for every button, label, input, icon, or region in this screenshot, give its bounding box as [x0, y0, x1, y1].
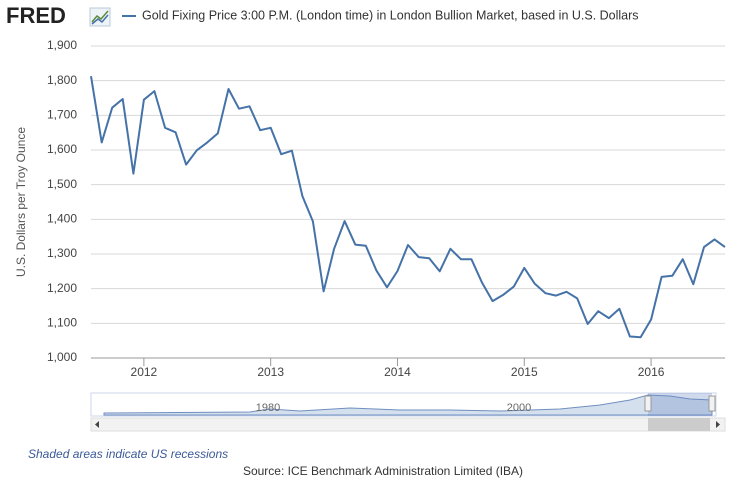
recession-note: Shaded areas indicate US recessions [28, 447, 228, 461]
scrollbar-track[interactable] [90, 417, 726, 432]
y-axis-label: U.S. Dollars per Troy Ounce [14, 127, 28, 277]
legend-label: Gold Fixing Price 3:00 P.M. (London time… [142, 8, 639, 22]
navigator-handle[interactable] [644, 395, 652, 412]
navigator-handle[interactable] [708, 395, 716, 412]
y-tick-label: 1,400 [47, 212, 77, 226]
logo-icon [89, 7, 111, 27]
navigator-series [103, 394, 713, 416]
source: Source: ICE Benchmark Administration Lim… [243, 464, 523, 478]
x-tick-label: 2014 [384, 365, 411, 379]
scrollbar[interactable] [90, 417, 726, 432]
navigator: 1980 2000 [90, 392, 717, 417]
y-tick-label: 1,800 [47, 73, 77, 87]
plot-area: 1,000 1,100 1,200 1,300 1,400 1,500 1,600 1,700… [47, 38, 726, 379]
scroll-left-arrow[interactable] [95, 421, 99, 428]
y-tick-label: 1,500 [47, 177, 77, 191]
navigator-label: 2000 [507, 402, 531, 414]
plot-background [91, 46, 725, 358]
series-line [90, 76, 726, 339]
navigator-label: 1980 [256, 402, 280, 414]
x-tick-label: 2016 [638, 365, 665, 379]
navigator-selection[interactable] [648, 393, 712, 416]
y-tick-label: 1,000 [47, 350, 77, 364]
y-tick-label: 1,600 [47, 142, 77, 156]
x-tick-label: 2015 [511, 365, 538, 379]
y-tick-label: 1,100 [47, 316, 77, 330]
x-tick-label: 2013 [257, 365, 284, 379]
scrollbar-thumb[interactable] [648, 418, 710, 431]
logo: FRED [6, 3, 66, 28]
scroll-right-arrow[interactable] [716, 421, 720, 428]
y-tick-label: 1,900 [47, 38, 77, 52]
y-tick-label: 1,700 [47, 108, 77, 122]
y-tick-label: 1,200 [47, 281, 77, 295]
y-tick-label: 1,300 [47, 246, 77, 260]
x-tick-label: 2012 [131, 365, 158, 379]
